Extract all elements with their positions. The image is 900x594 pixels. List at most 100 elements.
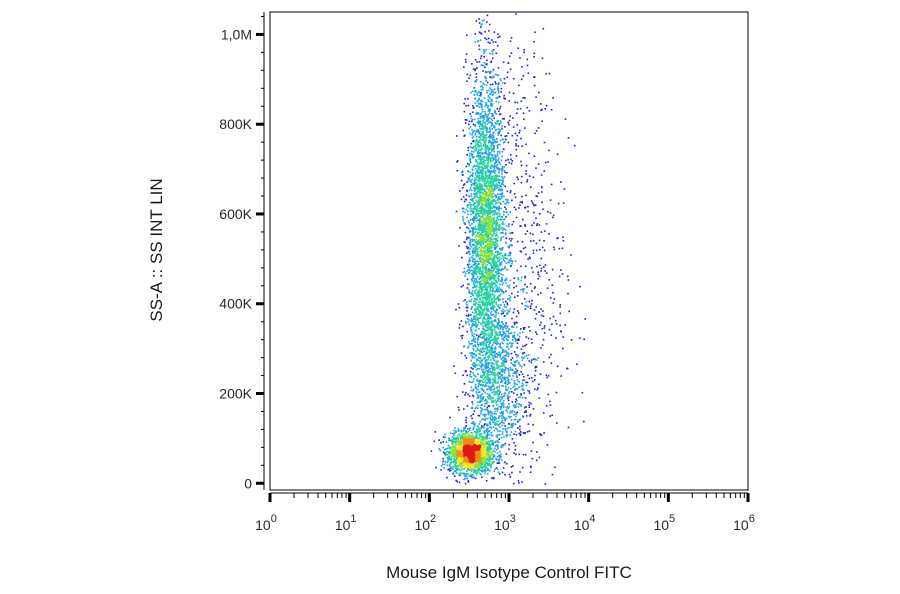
event-dot: [491, 322, 494, 325]
event-dot: [483, 140, 486, 143]
event-dot: [498, 256, 500, 259]
event-dot: [447, 468, 449, 471]
event-dot: [486, 179, 489, 182]
event-dot: [477, 120, 480, 122]
event-dot: [501, 289, 503, 291]
event-dot: [473, 179, 476, 181]
event-dot: [491, 137, 493, 139]
event-dot: [479, 435, 481, 437]
event-dot: [451, 446, 453, 448]
event-dot: [483, 334, 486, 337]
event-dot: [482, 130, 484, 133]
event-dot: [482, 331, 485, 333]
event-dot: [479, 258, 481, 261]
event-dot: [457, 428, 460, 430]
event-dot: [480, 106, 483, 108]
event-dot: [482, 193, 484, 196]
event-dot: [480, 32, 482, 34]
event-dot: [471, 363, 474, 366]
event-dot: [458, 429, 460, 432]
event-dot: [481, 275, 484, 277]
event-dot: [491, 128, 493, 130]
event-dot: [469, 469, 471, 471]
event-dot: [470, 265, 472, 268]
event-dot: [483, 366, 486, 368]
event-dot: [485, 268, 488, 271]
event-dot: [479, 217, 481, 220]
event-dot: [481, 323, 484, 325]
event-dot: [466, 119, 468, 121]
event-dot: [485, 436, 488, 439]
event-dot: [489, 304, 491, 307]
event-dot: [489, 347, 492, 349]
event-dot: [482, 120, 484, 122]
event-dot: [482, 230, 484, 232]
event-dot: [500, 168, 503, 171]
event-dot: [465, 425, 467, 427]
event-dot: [471, 451, 473, 454]
event-dot: [456, 450, 459, 452]
event-dot: [496, 324, 499, 327]
event-dot: [474, 216, 476, 218]
event-dot: [484, 286, 487, 288]
event-dot: [472, 270, 474, 272]
event-dot: [496, 281, 499, 284]
event-dot: [476, 193, 478, 195]
event-dot: [481, 198, 484, 200]
event-dot: [476, 449, 479, 451]
event-dot: [507, 213, 510, 216]
event-dot: [459, 463, 461, 466]
event-dot: [506, 309, 509, 312]
event-dot: [499, 130, 501, 132]
event-dot: [484, 453, 486, 455]
event-dot: [502, 184, 505, 186]
event-dot: [477, 282, 479, 284]
event-dot: [478, 286, 481, 289]
event-dot: [461, 472, 464, 474]
event-dot: [488, 458, 490, 461]
event-dot: [485, 164, 487, 167]
event-dot: [460, 179, 463, 182]
event-dot: [458, 447, 460, 449]
event-dot: [466, 468, 469, 470]
event-dot: [464, 475, 466, 477]
event-dot: [478, 176, 480, 178]
event-dot: [462, 457, 465, 459]
event-dot: [487, 131, 490, 133]
event-dot: [478, 204, 480, 207]
event-dot: [475, 250, 478, 253]
event-dot: [504, 278, 507, 281]
event-dot: [480, 452, 482, 454]
event-dot: [477, 318, 479, 320]
event-dot: [493, 247, 496, 249]
event-dot: [470, 300, 472, 303]
event-dot: [492, 184, 495, 186]
event-dot: [433, 440, 436, 443]
event-dot: [462, 300, 465, 302]
event-dot: [468, 434, 470, 437]
event-dot: [477, 254, 480, 256]
event-dot: [472, 294, 474, 297]
event-dot: [477, 166, 480, 168]
event-dot: [486, 126, 488, 129]
event-dot: [468, 204, 470, 206]
event-dot: [491, 39, 493, 41]
event-dot: [491, 443, 493, 446]
event-dot: [462, 196, 465, 198]
event-dot: [450, 461, 453, 463]
event-dot: [460, 464, 462, 466]
event-dot: [478, 423, 481, 425]
event-dot: [485, 175, 488, 178]
event-dot: [472, 254, 474, 257]
event-dot: [484, 126, 487, 128]
event-dot: [469, 244, 471, 246]
event-dot: [486, 272, 488, 274]
event-dot: [483, 453, 485, 455]
event-dot: [472, 247, 475, 250]
event-dot: [470, 457, 472, 459]
event-dot: [486, 117, 489, 120]
event-dot: [484, 76, 486, 78]
event-dot: [478, 452, 481, 455]
event-dot: [477, 240, 479, 243]
event-dot: [472, 347, 474, 350]
